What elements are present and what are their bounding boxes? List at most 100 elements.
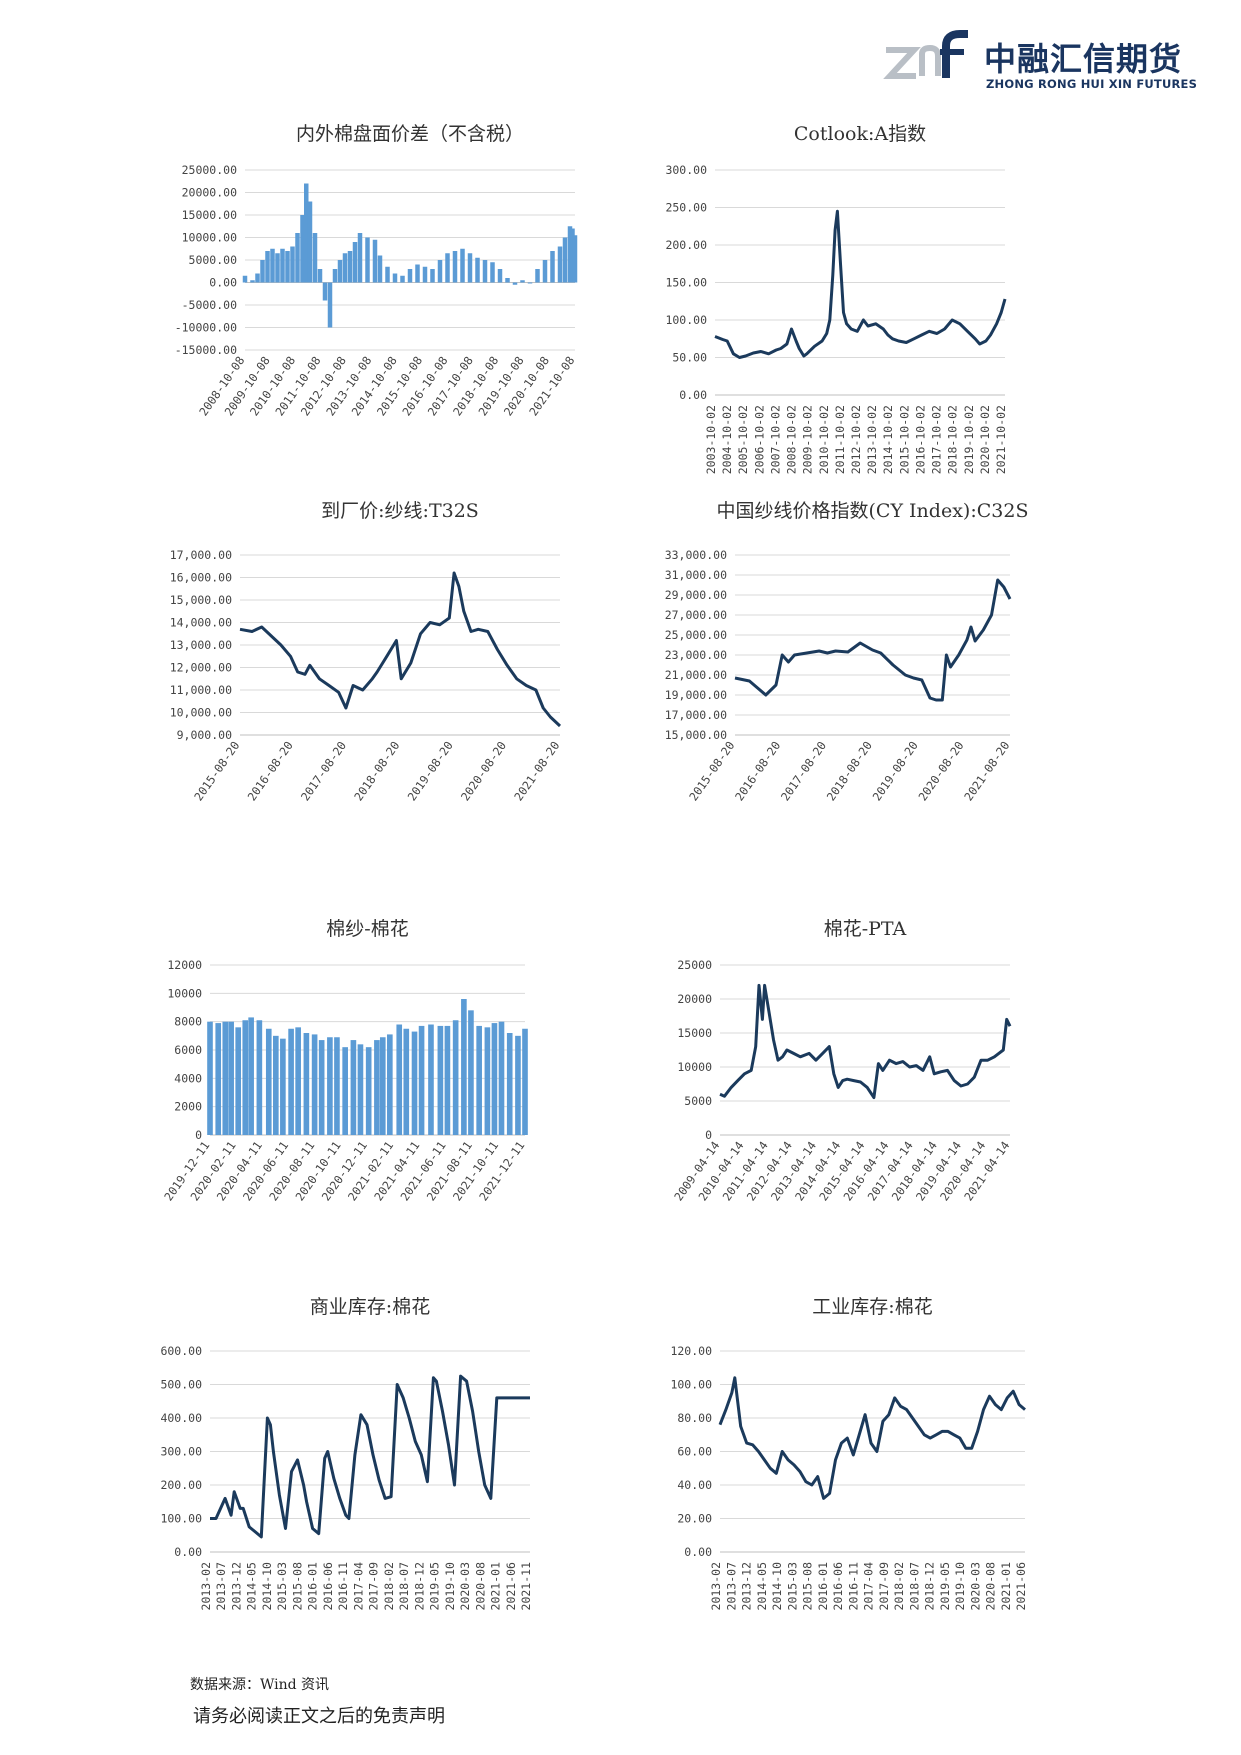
bar	[411, 1031, 418, 1135]
x-tick-label: 2013-02	[709, 1562, 723, 1610]
bar	[228, 1021, 234, 1135]
y-tick-label: 20.00	[677, 1512, 712, 1526]
bar	[385, 266, 390, 283]
y-tick-label: 20000	[677, 992, 712, 1006]
y-tick-label: 0.00	[174, 1545, 202, 1559]
chart-title: Cotlook:A指数	[794, 123, 926, 145]
y-tick-label: -10000.00	[175, 321, 237, 335]
bar	[437, 260, 443, 283]
bar	[506, 1033, 513, 1135]
x-tick-label: 2019-10	[443, 1562, 457, 1611]
bar	[295, 1027, 301, 1135]
x-tick-label: 2016-01	[306, 1562, 320, 1611]
chart-svg: 商业库存:棉花 600.00 500.00 400.00 300.00 200.00 100…	[160, 1296, 533, 1611]
x-tick-label: 2018-02	[382, 1562, 396, 1610]
bar	[498, 1021, 505, 1135]
y-tick-label: 27,000.00	[665, 608, 727, 622]
x-tick-label: 2014-10	[260, 1562, 274, 1611]
bar	[557, 246, 563, 283]
y-tick-label: 120.00	[670, 1344, 712, 1358]
x-tick-label: 2008-10-02	[785, 405, 799, 474]
bar	[285, 251, 290, 283]
x-tick-label: 2015-08	[801, 1562, 815, 1611]
bar	[400, 275, 405, 283]
y-tick-label: 16,000.00	[170, 571, 232, 585]
chart-svg: 内外棉盘面价差（不含税） 25000.00 20000.00 15000.00 1000…	[175, 123, 578, 418]
y-tick-label: 19,000.00	[665, 688, 727, 702]
company-logo: 中融汇信期货 ZHONG RONG HUI XIN FUTURES	[880, 28, 1197, 98]
bar	[467, 253, 473, 283]
y-tick-label: 80.00	[677, 1411, 712, 1425]
bar	[377, 255, 383, 283]
y-tick-label: 200.00	[160, 1478, 202, 1492]
bar	[207, 1021, 213, 1135]
x-tick-label: 2020-08	[984, 1562, 998, 1611]
bar	[327, 282, 333, 328]
x-tick-label: 2017-08-20	[778, 739, 829, 804]
x-tick-label: 2011-10-02	[833, 405, 847, 474]
bar	[322, 282, 328, 301]
series-line	[239, 571, 562, 728]
x-tick-label: 2020-03	[458, 1562, 472, 1611]
y-tick-label: 12000	[167, 958, 202, 972]
x-tick-label: 2018-08-20	[351, 739, 402, 804]
bar	[256, 1020, 263, 1135]
bar	[505, 278, 510, 283]
y-tick-label: 25,000.00	[665, 628, 727, 642]
bar	[280, 248, 285, 283]
y-tick-label: 600.00	[160, 1344, 202, 1358]
bar	[550, 251, 555, 283]
x-tick-label: 2013-07	[724, 1562, 738, 1611]
chart-yarn-minus-cotton: 棉纱-棉花 12000 10000 8000 6000 4000 2000 0 2019-12-…	[150, 905, 610, 1285]
x-tick-label: 2018-08-20	[824, 739, 875, 804]
y-tick-label: 5000.00	[189, 253, 238, 267]
y-tick-label: 17,000.00	[665, 708, 727, 722]
chart-title: 棉纱-棉花	[326, 918, 408, 940]
y-tick-label: 100.00	[160, 1512, 202, 1526]
bar	[357, 1044, 364, 1135]
bar	[403, 1028, 410, 1135]
bar	[334, 1037, 340, 1135]
x-tick-label: 2015-03	[275, 1562, 289, 1611]
y-tick-label: 0	[705, 1128, 712, 1142]
y-tick-label: 15000	[677, 1026, 712, 1040]
bar	[304, 183, 309, 283]
chart-svg: 棉纱-棉花1200010000800060004000200002019-12-…	[161, 918, 528, 1203]
y-tick-label: 150.00	[665, 276, 707, 290]
x-tick-label: 2016-11	[336, 1562, 350, 1611]
y-tick-label: 25000	[677, 958, 712, 972]
x-tick-label: 2017-08-20	[298, 739, 349, 804]
bar	[491, 1023, 498, 1135]
y-tick-label: 60.00	[677, 1445, 712, 1459]
bar	[482, 260, 488, 283]
y-tick-label: 0.00	[209, 276, 237, 290]
bar	[372, 239, 378, 283]
chart-industrial-inventory: 工业库存:棉花 120.00 100.00 80.00 60.00 40.00 20.00 0…	[640, 1290, 1100, 1690]
x-tick-label: 2015-03	[785, 1562, 799, 1611]
bar	[512, 282, 518, 285]
y-tick-label: 10000.00	[182, 231, 237, 245]
x-tick-label: 2016-01	[816, 1562, 830, 1611]
x-tick-label: 2005-10-02	[736, 405, 750, 474]
bar	[265, 1028, 272, 1135]
y-tick-label: 17,000.00	[170, 548, 232, 562]
chart-title: 棉花-PTA	[824, 918, 907, 940]
chart-svg: 棉花-PTA25000200001500010000500002009-04-1…	[671, 918, 1012, 1203]
x-tick-label: 2014-05	[245, 1562, 259, 1610]
bar	[342, 253, 348, 283]
x-tick-label: 2020-08-20	[458, 739, 509, 804]
y-tick-label: -15000.00	[175, 343, 237, 357]
y-tick-label: 400.00	[160, 1411, 202, 1425]
x-tick-label: 2019-10-02	[962, 405, 976, 474]
bar	[235, 1027, 242, 1135]
bar	[270, 248, 275, 283]
y-tick-label: 20000.00	[182, 186, 237, 200]
x-tick-label: 2017-04	[862, 1562, 876, 1611]
bar	[295, 233, 300, 283]
bar	[542, 260, 548, 283]
x-tick-label: 2021-08-20	[511, 739, 562, 804]
bar	[379, 1037, 386, 1135]
x-tick-label: 2013-07	[214, 1562, 228, 1611]
bar	[461, 999, 467, 1135]
bar	[445, 253, 450, 283]
